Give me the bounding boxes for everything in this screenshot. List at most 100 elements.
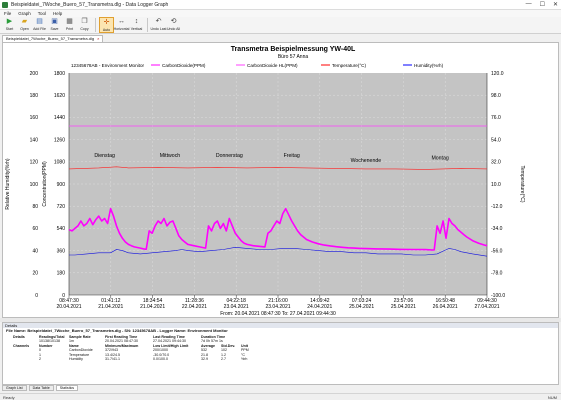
chart-pane: 200 1800 120.0 180 1620 98.0 160 1440 76.0 140 126… <box>2 42 559 318</box>
ppm-tick-label: 0 <box>62 293 65 299</box>
pane-splitter[interactable] <box>0 318 561 322</box>
add-file-button[interactable]: ▤ Add File <box>32 17 47 33</box>
toolbar-label: Copy <box>80 27 89 31</box>
tab-statistics[interactable]: Statistics <box>55 385 79 391</box>
menu-tool[interactable]: Tool <box>37 11 47 16</box>
vertical-zoom-icon: ↕ <box>134 18 139 25</box>
ppm-tick-label: 900 <box>57 182 66 188</box>
tab-data-table[interactable]: Data Table <box>28 385 54 391</box>
details-cell: 0 <box>39 348 41 353</box>
auto-button[interactable]: ✛ Auto <box>99 17 114 33</box>
details-cell: 27.04.2021 09:44:30 <box>153 339 186 344</box>
humidity-tick-label: 180 <box>30 93 39 99</box>
toolbar-label: Undo All <box>166 27 181 31</box>
title-bar: Beispieldatei_7Woche_Buero_57_Transmetra… <box>0 0 561 10</box>
start-button[interactable]: ▶ Start <box>2 17 17 33</box>
temperature-tick-label: -78.0 <box>491 271 503 277</box>
toolbar-label: Undo Last <box>150 27 167 31</box>
window-controls: — ☐ ✕ <box>526 1 558 8</box>
temperature-tick-label: 76.0 <box>491 115 501 121</box>
document-tab[interactable]: Beispieldatei_7Woche_Buero_57_Transmetra… <box>2 35 104 42</box>
legend-entry-0[interactable]: 12345678AB - Environment Monitor <box>71 63 145 68</box>
undo-last-button[interactable]: ↶ Undo Last <box>150 17 167 33</box>
x-tick-time: 23:57:06 <box>394 298 414 304</box>
temperature-tick-label: 98.0 <box>491 93 501 99</box>
toolbar-label: Save <box>50 27 59 31</box>
humidity-tick-label: 40 <box>32 248 38 254</box>
x-tick-time: 04:22:18 <box>226 298 246 304</box>
status-text: Ready <box>3 395 15 400</box>
undo-all-button[interactable]: ⟲ Undo All <box>166 17 181 33</box>
close-tab-icon[interactable]: × <box>97 36 100 41</box>
x-tick-date: 25.04.2021 <box>391 304 416 310</box>
legend-entry-1[interactable]: CarbonDioxide(PPM) <box>162 63 206 68</box>
x-tick-time: 08:47:30 <box>59 298 79 304</box>
undo-last-icon: ↶ <box>155 18 162 25</box>
menu-file[interactable]: File <box>4 11 12 16</box>
details-cell: First Reading Time <box>105 335 138 339</box>
toolbar-label: Open <box>20 27 29 31</box>
legend-entry-2[interactable]: CarbonDioxide HL(PPM) <box>247 63 298 68</box>
add-file-icon: ▤ <box>36 18 43 25</box>
temperature-series-line <box>68 166 488 170</box>
details-cell: Low Limit/High Limit <box>153 343 189 348</box>
details-cell: Sample Rate <box>69 335 91 339</box>
minimize-icon[interactable]: — <box>525 1 532 7</box>
toolbar-separator <box>95 18 96 32</box>
copy-icon: ❐ <box>81 18 88 25</box>
ppm-tick-label: 1440 <box>54 115 65 121</box>
details-cell: 20.04.2021 08:47:30 <box>105 339 138 344</box>
details-cell: Last Reading Time <box>153 335 185 339</box>
ppm-tick-label: 1800 <box>54 71 65 77</box>
x-tick-date: 20.04.2021 <box>56 304 81 310</box>
details-cell: 1m <box>69 339 74 344</box>
temperature-tick-label: -100.0 <box>491 293 505 299</box>
ppm-tick-label: 1620 <box>54 93 65 99</box>
humidity-tick-label: 20 <box>32 271 38 277</box>
close-icon[interactable]: ✕ <box>552 2 558 8</box>
open-button[interactable]: ▰ Open <box>17 17 32 33</box>
details-cell: Readings/Total <box>39 335 65 339</box>
menu-help[interactable]: Help <box>53 11 63 16</box>
app-icon <box>2 2 8 8</box>
humidity-tick-label: 200 <box>30 71 39 77</box>
toolbar-label: Vertical <box>130 27 143 31</box>
print-button[interactable]: ▦ Print <box>62 17 77 33</box>
day-annotation: Dienstag <box>94 153 115 159</box>
details-cell: Humidity <box>69 356 83 361</box>
temperature-tick-label: -12.0 <box>491 204 503 210</box>
humidity-tick-label: 80 <box>32 204 38 210</box>
humidity-series-line <box>69 246 488 257</box>
day-annotation: Donnerstag <box>216 153 243 159</box>
date-range-label: From: 20.04.2021 08:47:30 To: 27.04.2021… <box>220 311 336 317</box>
x-tick-time: 14:09:42 <box>310 298 330 304</box>
details-cell: Unit <box>241 343 248 348</box>
toolbar-label: Print <box>65 27 74 31</box>
auto-zoom-icon: ✛ <box>103 19 110 26</box>
legend-entry-4[interactable]: Humidity(%rh) <box>414 63 444 68</box>
details-cell: Temperature <box>69 352 90 357</box>
vertical-button[interactable]: ↕ Vertical <box>129 17 144 33</box>
horizontal-zoom-icon: ↔ <box>118 18 125 25</box>
humidity-axis-label: Relative Humidity(%rh) <box>5 158 11 209</box>
legend-entry-3[interactable]: Temperature(°C) <box>332 63 366 68</box>
humidity-tick-label: 160 <box>30 115 39 121</box>
document-tab-label: Beispieldatei_7Woche_Buero_57_Transmetra… <box>6 36 95 41</box>
details-cell: Details <box>13 335 25 339</box>
menu-graph[interactable]: Graph <box>18 11 31 16</box>
details-cell: CarbonDioxide <box>69 348 93 353</box>
save-button[interactable]: ▣ Save <box>47 17 62 33</box>
toolbar-label: Start <box>5 27 14 31</box>
horizontal-button[interactable]: ↔ Horizontal <box>114 17 130 33</box>
x-tick-date: 21.04.2021 <box>98 304 123 310</box>
window-title: Beispieldatei_7Woche_Buero_57_Transmetra… <box>11 2 169 8</box>
play-icon: ▶ <box>6 18 13 25</box>
ppm-tick-label: 1260 <box>54 137 65 143</box>
details-cell: 200/1000 <box>153 348 168 353</box>
copy-button[interactable]: ❐ Copy <box>77 17 92 33</box>
details-cell: 10138/10138 <box>39 339 60 344</box>
maximize-icon[interactable]: ☐ <box>539 2 545 8</box>
tab-graph-list[interactable]: Graph List <box>2 385 27 391</box>
temperature-tick-label: -34.0 <box>491 226 503 232</box>
